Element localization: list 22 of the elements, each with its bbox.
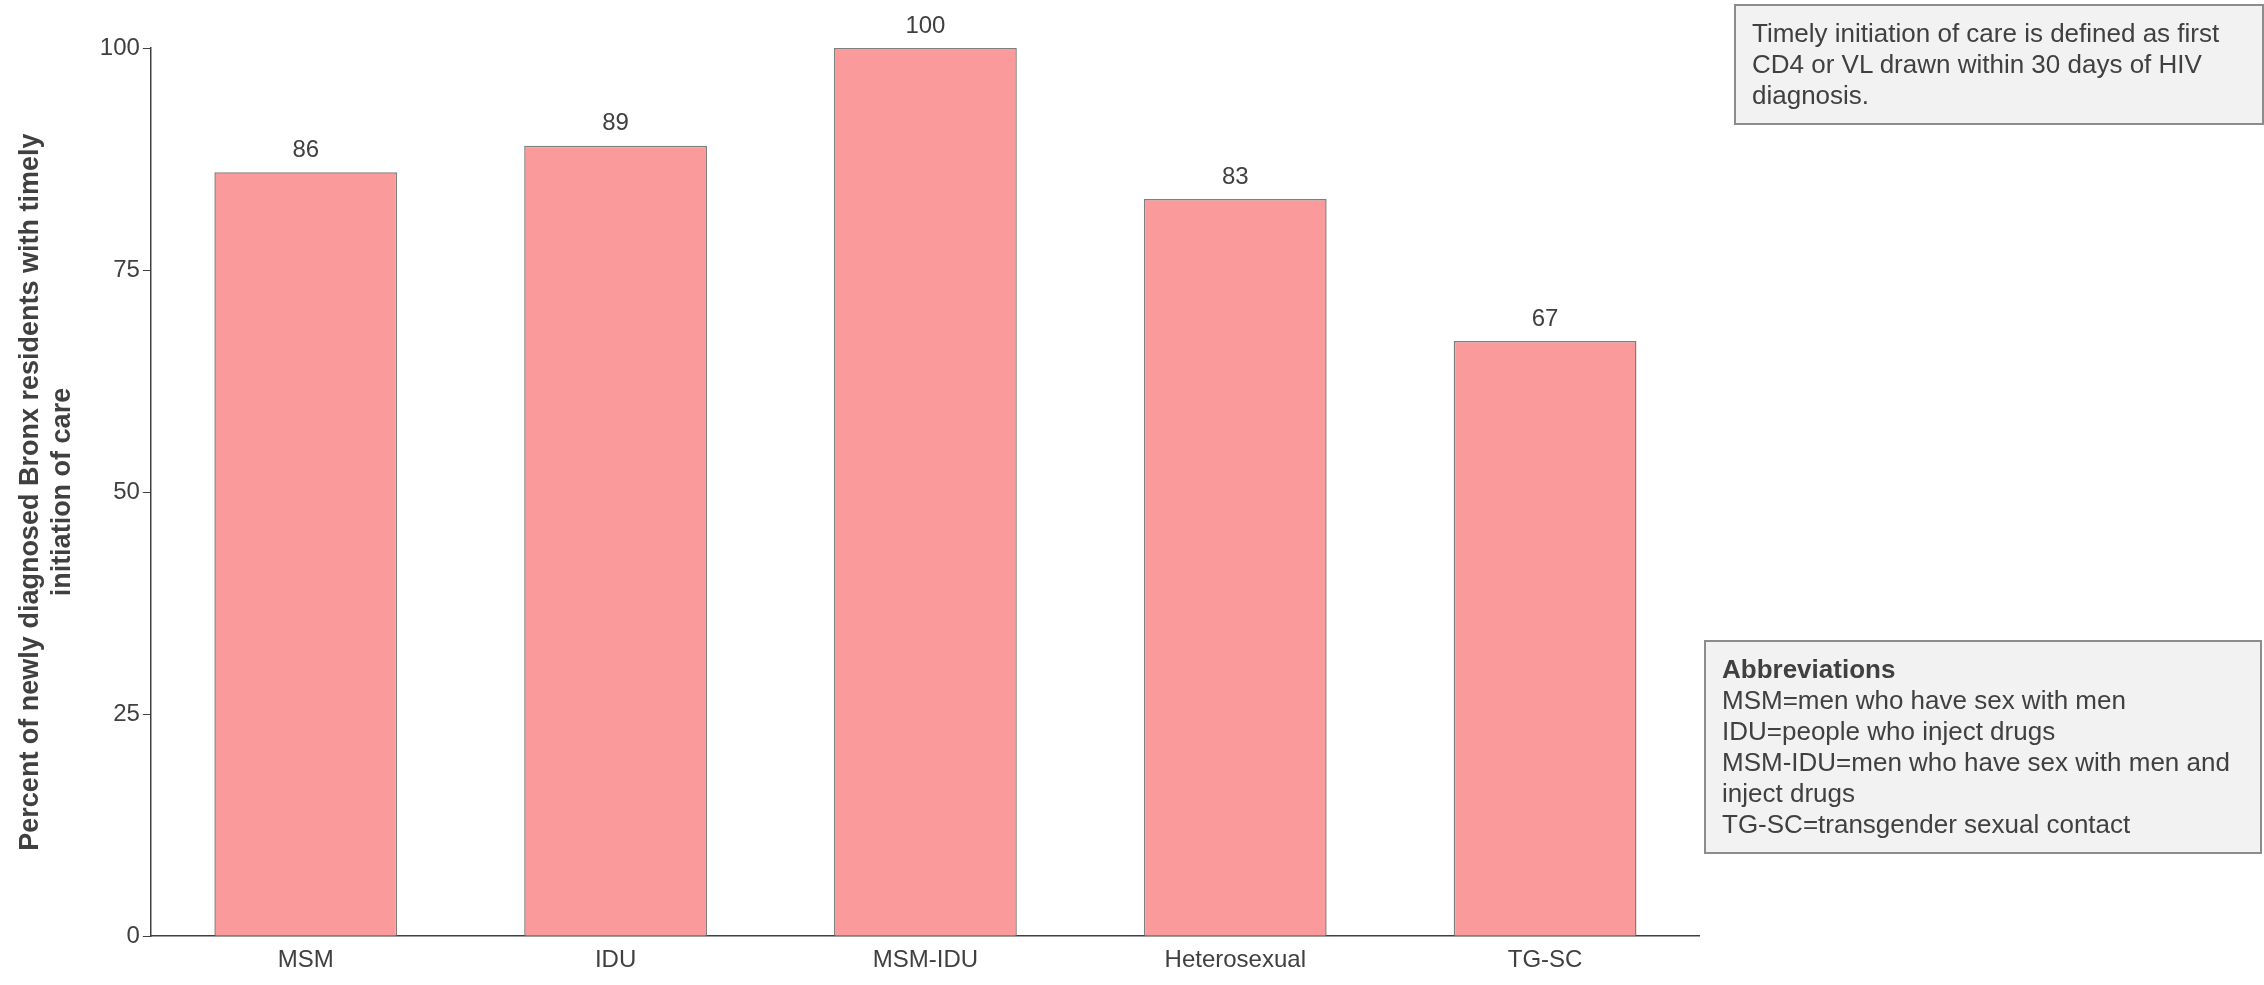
data-label: 67 (1531, 303, 1559, 331)
data-label: 83 (1221, 161, 1249, 189)
x-tick-label: TG-SC (1507, 945, 1583, 973)
text: TG-SC=transgender sexual contact (1722, 809, 2132, 840)
y-tick-label: 75 (113, 254, 140, 282)
text: MSM-IDU=men who have sex with men and inject drugs (1722, 747, 2231, 809)
y-tick-label: 0 (126, 920, 140, 948)
x-tick-label: MSM-IDU (872, 945, 979, 973)
x-tick-label: IDU (594, 945, 637, 973)
data-label: 100 (905, 10, 946, 38)
x-tick-label: MSM (277, 945, 334, 973)
text: Abbreviations (1722, 654, 1897, 685)
x-tick-label: Heterosexual (1164, 945, 1306, 973)
y-tick-label: 25 (113, 698, 140, 726)
data-label: 86 (292, 134, 320, 162)
y-tick-label: 50 (113, 476, 140, 504)
text: MSM=men who have sex with men (1722, 685, 2127, 716)
y-axis-title: Percent of newly diagnosed Bronx residents with timely initiation of care (13, 133, 77, 851)
text: Timely initiation of care is defined as first CD4 or VL drawn within 30 days of HIV diagnosis. (1734, 4, 2264, 125)
data-label: 89 (602, 108, 629, 136)
y-tick-label: 100 (99, 32, 140, 60)
text: IDU=people who inject drugs (1722, 716, 2057, 747)
